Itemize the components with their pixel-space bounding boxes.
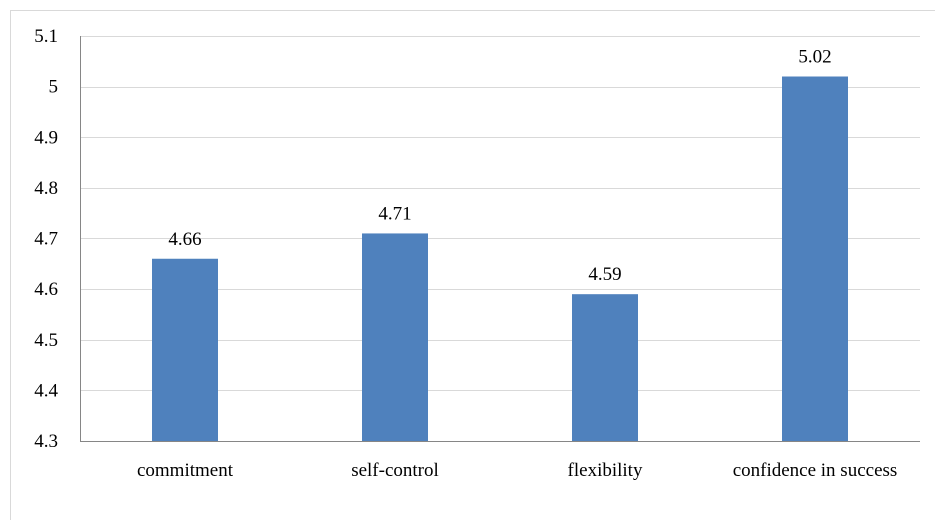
bar-commitment bbox=[152, 258, 218, 441]
y-tick-label: 5.1 bbox=[34, 26, 58, 47]
y-tick-label: 4.5 bbox=[34, 330, 58, 351]
x-category-labels: commitment self-control flexibility confide… bbox=[137, 460, 897, 481]
bar-flexibility bbox=[572, 294, 638, 441]
y-tick-label: 4.8 bbox=[34, 178, 58, 199]
data-label: 5.02 bbox=[798, 47, 831, 68]
chart-frame bbox=[10, 10, 935, 520]
data-label: 4.66 bbox=[168, 229, 201, 250]
y-tick-label: 4.7 bbox=[34, 229, 58, 250]
grid-lines bbox=[80, 36, 920, 391]
x-category-label: commitment bbox=[137, 460, 234, 481]
bar-self-control bbox=[362, 233, 428, 441]
data-label: 4.71 bbox=[378, 203, 411, 224]
y-tick-labels: 4.3 4.4 4.5 4.6 4.7 4.8 4.9 5 5.1 bbox=[34, 26, 58, 452]
axes bbox=[80, 36, 920, 442]
bars bbox=[152, 76, 848, 441]
y-tick-label: 4.6 bbox=[34, 279, 58, 300]
x-category-label: self-control bbox=[351, 460, 439, 481]
y-tick-label: 4.9 bbox=[34, 127, 58, 148]
data-label: 4.59 bbox=[588, 264, 621, 285]
y-tick-label: 4.3 bbox=[34, 431, 58, 452]
x-category-label: confidence in success bbox=[733, 460, 898, 481]
bar-confidence-in-success bbox=[782, 76, 848, 441]
y-tick-label: 5 bbox=[49, 77, 59, 98]
data-labels: 4.66 4.71 4.59 5.02 bbox=[168, 47, 831, 286]
x-category-label: flexibility bbox=[568, 460, 643, 481]
y-tick-label: 4.4 bbox=[34, 380, 58, 401]
